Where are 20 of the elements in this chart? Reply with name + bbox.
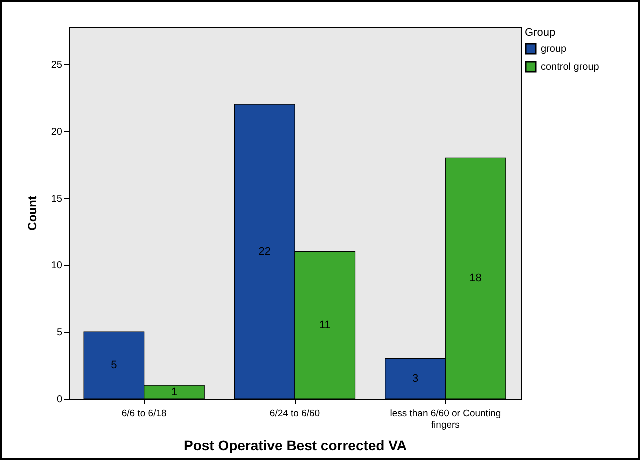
y-tick-label: 25 [51,60,63,71]
data-label: 5 [111,360,118,372]
legend-label: control group [541,62,600,73]
data-label: 22 [258,246,271,258]
data-label: 18 [470,272,482,285]
x-tick-label: less than 6/60 or Counting fingers [390,408,502,431]
x-axis-title: Post Operative Best corrected VA [184,438,408,454]
y-axis-title: Count [25,196,40,231]
y-tick-label: 5 [56,328,63,339]
data-label: 3 [412,372,419,385]
data-label: 1 [171,386,178,398]
y-tick-label: 0 [56,394,63,406]
y-tick-label: 10 [51,260,63,272]
legend-label: group [541,44,568,55]
x-tick-label: 6/24 to 6/60 [270,408,320,420]
legend-title: Group [525,27,556,39]
y-tick-label: 20 [51,126,63,138]
x-tick-label: 6/6 to 6/18 [122,408,167,420]
data-label: 11 [319,319,331,332]
y-tick-label: 15 [51,194,63,205]
